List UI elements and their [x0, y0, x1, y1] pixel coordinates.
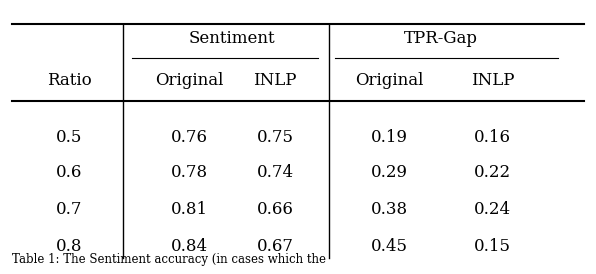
Text: INLP: INLP: [471, 72, 514, 89]
Text: 0.24: 0.24: [474, 201, 511, 218]
Text: 0.76: 0.76: [171, 129, 208, 145]
Text: 0.8: 0.8: [56, 238, 82, 255]
Text: 0.66: 0.66: [257, 201, 294, 218]
Text: Table 1: The Sentiment accuracy (in cases which the: Table 1: The Sentiment accuracy (in case…: [12, 253, 326, 266]
Text: 0.15: 0.15: [474, 238, 511, 255]
Text: 0.6: 0.6: [56, 164, 82, 181]
Text: Ratio: Ratio: [46, 72, 92, 89]
Text: 0.19: 0.19: [371, 129, 408, 145]
Text: 0.78: 0.78: [170, 164, 208, 181]
Text: 0.38: 0.38: [371, 201, 408, 218]
Text: Original: Original: [355, 72, 424, 89]
Text: 0.81: 0.81: [170, 201, 208, 218]
Text: 0.75: 0.75: [257, 129, 294, 145]
Text: 0.74: 0.74: [256, 164, 294, 181]
Text: Original: Original: [155, 72, 224, 89]
Text: 0.84: 0.84: [170, 238, 208, 255]
Text: 0.7: 0.7: [56, 201, 82, 218]
Text: INLP: INLP: [253, 72, 297, 89]
Text: 0.16: 0.16: [474, 129, 511, 145]
Text: 0.67: 0.67: [257, 238, 294, 255]
Text: 0.45: 0.45: [371, 238, 408, 255]
Text: TPR-Gap: TPR-Gap: [404, 30, 478, 47]
Text: 0.22: 0.22: [474, 164, 511, 181]
Text: Sentiment: Sentiment: [189, 30, 275, 47]
Text: 0.5: 0.5: [56, 129, 82, 145]
Text: 0.29: 0.29: [371, 164, 408, 181]
